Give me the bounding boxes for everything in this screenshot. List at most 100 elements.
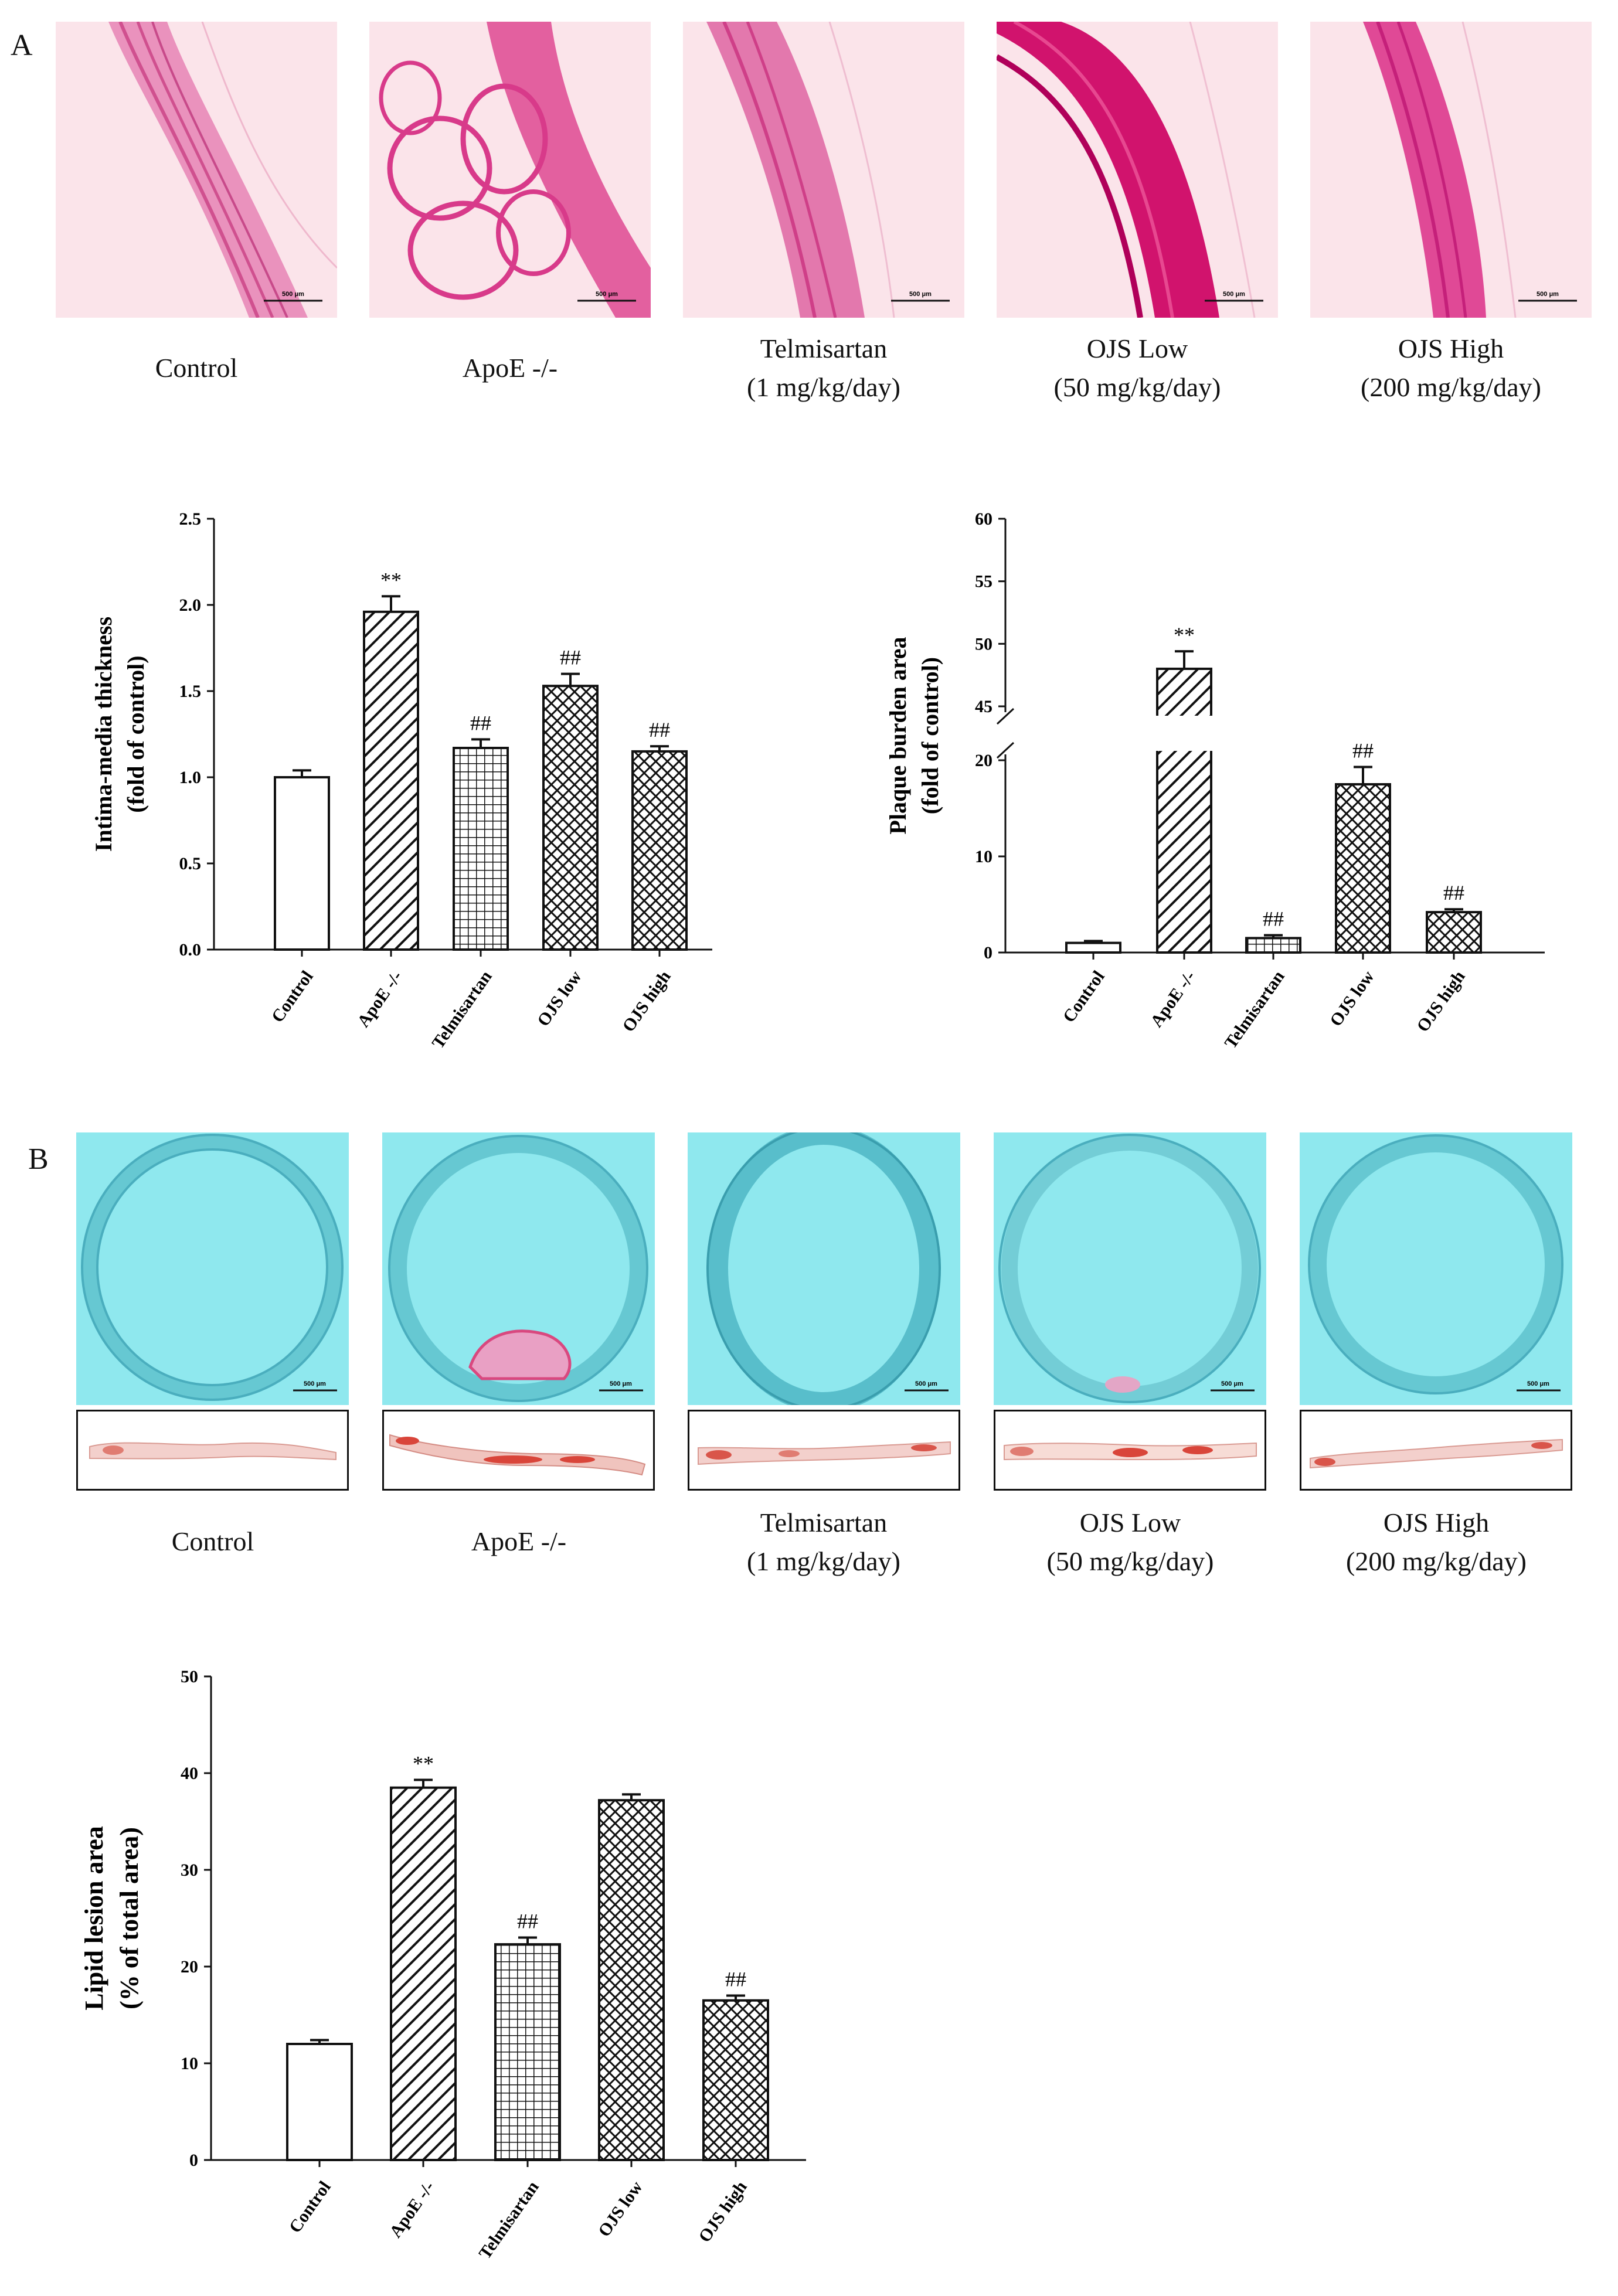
aorta-enface-ojs-low: [994, 1410, 1266, 1491]
y-axis-label: Intima-media thickness: [90, 617, 117, 852]
y-tick-label: 55: [975, 572, 992, 591]
bar-ojs-low: [598, 1799, 665, 2161]
caption-a-apoe: ApoE -/-: [462, 353, 558, 383]
y-tick-label: 60: [975, 509, 992, 529]
axis-break-mark: [996, 741, 1015, 759]
bar-telmisartan: [1245, 937, 1301, 954]
y-tick-label: 20: [975, 751, 992, 770]
y-axis-label: Plaque burden area: [885, 637, 911, 834]
y-tick-label: 0.0: [179, 940, 202, 960]
y-tick-label: 50: [975, 634, 992, 654]
y-tick-label: 1.0: [179, 768, 202, 787]
y-axis-label-units: (fold of control): [917, 657, 943, 814]
y-tick-label: 2.0: [179, 596, 202, 615]
significance-marker: **: [1174, 623, 1195, 647]
x-tick-label: OJS high: [1413, 967, 1469, 1036]
panel-letter-a: A: [11, 29, 33, 62]
scale-bar-label: 500 μm: [1537, 291, 1559, 298]
x-tick-label: Control: [285, 2178, 335, 2236]
scale-bar-label: 500 μm: [915, 1380, 937, 1387]
oro-micrograph-ojs-low: 500 μm: [994, 1132, 1266, 1405]
he-micrograph-control: 500 μm: [56, 22, 337, 318]
caption-b-telmisartan: Telmisartan (1 mg/kg/day): [747, 1508, 900, 1576]
bar-apoe-: [1156, 668, 1212, 954]
y-tick-label: 10: [181, 2054, 198, 2073]
significance-marker: ##: [470, 711, 491, 734]
y-tick-label: 0: [984, 943, 992, 962]
x-tick-label: OJS high: [618, 967, 675, 1036]
significance-marker: ##: [649, 718, 670, 741]
x-tick-label: Telmisartan: [428, 967, 495, 1052]
scale-bar-label: 500 μm: [610, 1380, 632, 1387]
x-tick-label: ApoE -/-: [386, 2178, 439, 2241]
y-tick-label: 40: [181, 1764, 198, 1783]
aorta-enface-control: [76, 1410, 349, 1491]
scale-bar-label: 500 μm: [1527, 1380, 1549, 1387]
significance-marker: ##: [725, 1968, 746, 1991]
significance-marker: ##: [1263, 907, 1284, 930]
scale-bar-label: 500 μm: [909, 291, 932, 298]
significance-marker: ##: [560, 646, 581, 669]
chart-3: Lipid lesion area (% of total area) 0 10 20 3…: [80, 1667, 806, 2263]
caption-b-ojs-high: OJS High (200 mg/kg/day): [1346, 1508, 1527, 1576]
oro-micrograph-telmisartan: 500 μm: [688, 1132, 960, 1405]
x-tick-label: Telmisartan: [475, 2178, 542, 2263]
bar-ojs-high: [631, 750, 688, 951]
y-tick-label: 0.5: [179, 854, 202, 873]
he-micrograph-ojs-high: 500 μm: [1310, 22, 1592, 318]
bar-apoe-: [390, 1786, 457, 2161]
bar-telmisartan: [453, 747, 509, 951]
x-tick-label: OJS low: [533, 967, 586, 1030]
oro-micrograph-ojs-high: 500 μm: [1300, 1132, 1572, 1405]
caption-b-control: Control: [171, 1526, 254, 1556]
caption-a-ojs-high: OJS High (200 mg/kg/day): [1361, 334, 1541, 402]
x-tick-label: ApoE -/-: [1147, 967, 1199, 1030]
he-micrograph-apoe: 500 μm: [369, 22, 651, 318]
scale-bar-label: 500 μm: [596, 291, 618, 298]
scale-bar-label: 500 μm: [304, 1380, 326, 1387]
bar-ojs-low: [1335, 783, 1391, 954]
y-tick-label: 20: [181, 1957, 198, 1977]
scale-bar-label: 500 μm: [1221, 1380, 1243, 1387]
x-tick-label: OJS high: [695, 2178, 751, 2246]
panel-letter-b: B: [28, 1142, 49, 1176]
caption-b-apoe: ApoE -/-: [471, 1526, 567, 1556]
oro-micrograph-control: 500 μm: [76, 1132, 349, 1405]
aorta-enface-apoe: [382, 1410, 655, 1491]
bar-control: [274, 776, 330, 951]
caption-a-control: Control: [155, 353, 238, 383]
chart-2: Plaque burden area (fold of control) 0 10 20…: [885, 509, 1545, 1052]
x-tick-label: Control: [1059, 967, 1109, 1026]
x-tick-label: Telmisartan: [1221, 967, 1288, 1052]
scale-bar-label: 500 μm: [282, 291, 304, 298]
bar-apoe-: [363, 610, 419, 951]
significance-marker: ##: [517, 1910, 538, 1933]
y-tick-label: 0: [189, 2151, 198, 2170]
bar-control: [1065, 941, 1121, 954]
bar-ojs-high: [1426, 911, 1482, 954]
bar-control: [286, 2043, 353, 2161]
caption-a-ojs-low: OJS Low (50 mg/kg/day): [1053, 334, 1221, 402]
x-tick-label: OJS low: [594, 2178, 647, 2240]
x-tick-label: Control: [268, 967, 317, 1026]
scale-bar-label: 500 μm: [1223, 291, 1245, 298]
caption-a-telmisartan: Telmisartan (1 mg/kg/day): [747, 334, 900, 402]
significance-marker: ##: [1443, 881, 1464, 904]
bar-telmisartan: [494, 1943, 561, 2162]
bar-break-gap: [1155, 716, 1213, 751]
y-tick-label: 1.5: [179, 682, 202, 701]
chart-1: Intima-media thickness (fold of control) 0…: [90, 509, 712, 1052]
bar-ojs-low: [542, 685, 599, 951]
x-tick-label: ApoE -/-: [353, 967, 406, 1030]
y-tick-label: 10: [975, 847, 992, 866]
y-tick-label: 45: [975, 697, 992, 716]
caption-b-ojs-low: OJS Low (50 mg/kg/day): [1046, 1508, 1214, 1576]
he-micrograph-telmisartan: 500 μm: [683, 22, 964, 318]
he-micrograph-ojs-low: 500 μm: [997, 22, 1278, 318]
significance-marker: **: [380, 568, 402, 591]
y-axis-label-units: (fold of control): [123, 655, 149, 812]
y-axis-label: Lipid lesion area: [80, 1826, 108, 2011]
oro-micrograph-apoe: 500 μm: [382, 1132, 655, 1405]
y-tick-label: 50: [181, 1667, 198, 1686]
